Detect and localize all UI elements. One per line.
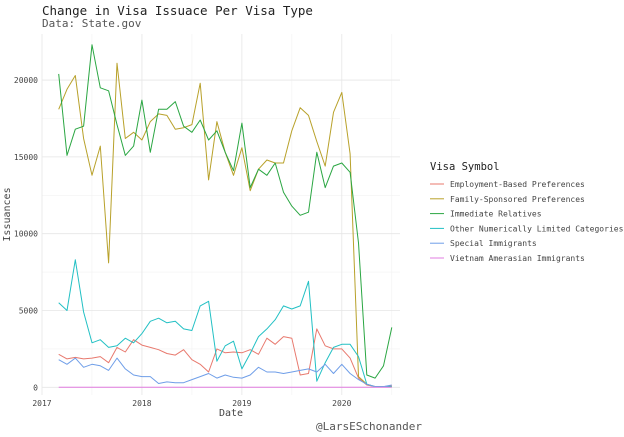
y-tick-label: 0 — [33, 383, 38, 392]
legend-item-label: Special Immigrants — [450, 239, 537, 248]
chart-caption: @LarsESchonander — [316, 420, 422, 433]
x-axis-label: Date — [219, 408, 243, 419]
series-line-4 — [58, 259, 392, 388]
legend-item-label: Employment-Based Preferences — [450, 180, 585, 189]
legend-item-label: Vietnam Amerasian Immigrants — [450, 254, 585, 263]
y-tick-label: 15000 — [14, 153, 38, 162]
x-tick-label: 2017 — [32, 399, 51, 408]
series-line-1 — [58, 328, 392, 388]
x-tick-label: 2020 — [332, 399, 351, 408]
legend-item-label: Other Numerically Limited Categories — [450, 224, 624, 233]
x-tick-label: 2019 — [232, 399, 251, 408]
y-tick-label: 5000 — [19, 307, 38, 316]
series-line-3 — [58, 44, 393, 379]
x-tick-label: 2018 — [132, 399, 151, 408]
legend-item-label: Family-Sponsored Preferences — [450, 195, 585, 204]
legend-item-label: Immediate Relatives — [450, 210, 542, 219]
y-axis-label: Issuances — [2, 187, 13, 241]
y-tick-label: 10000 — [14, 230, 38, 239]
chart-title: Change in Visa Issuace Per Visa Type — [42, 3, 313, 18]
legend-title: Visa Symbol — [430, 161, 500, 173]
y-tick-label: 20000 — [14, 76, 38, 85]
chart-subtitle: Data: State.gov — [42, 17, 142, 30]
series-line-5 — [58, 357, 392, 388]
